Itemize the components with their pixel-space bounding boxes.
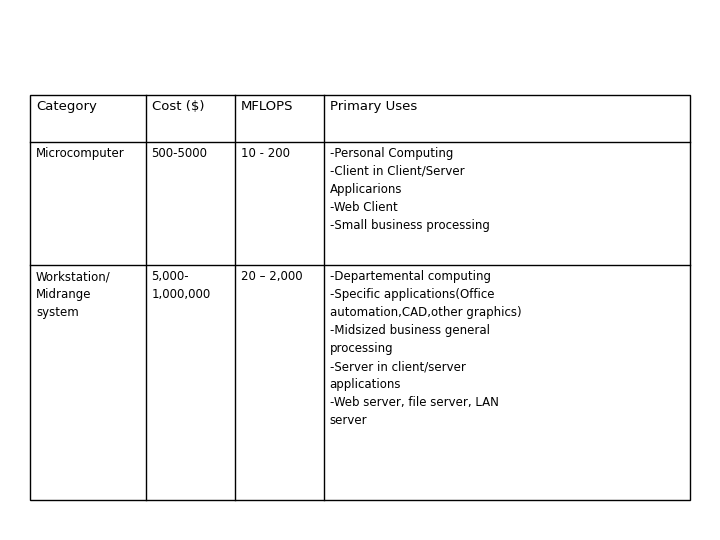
Text: Primary Uses: Primary Uses [330,100,417,113]
Text: Microcomputer: Microcomputer [36,146,125,160]
Text: Category: Category [36,100,97,113]
Text: Cost ($): Cost ($) [151,100,204,113]
Text: MFLOPS: MFLOPS [240,100,293,113]
Text: 10 - 200: 10 - 200 [240,146,289,160]
Bar [30,95,690,500]
Text: 20 – 2,000: 20 – 2,000 [240,270,302,283]
Text: 500-5000: 500-5000 [151,146,207,160]
Text: -Departemental computing
-Specific applications(Office
automation,CAD,other grap: -Departemental computing -Specific appli… [330,270,521,427]
Text: -Personal Computing
-Client in Client/Server
Applicarions
-Web Client
-Small bus: -Personal Computing -Client in Client/Se… [330,146,490,232]
Text: 5,000-
1,000,000: 5,000- 1,000,000 [151,270,211,301]
Text: Workstation/
Midrange
system: Workstation/ Midrange system [36,270,111,319]
